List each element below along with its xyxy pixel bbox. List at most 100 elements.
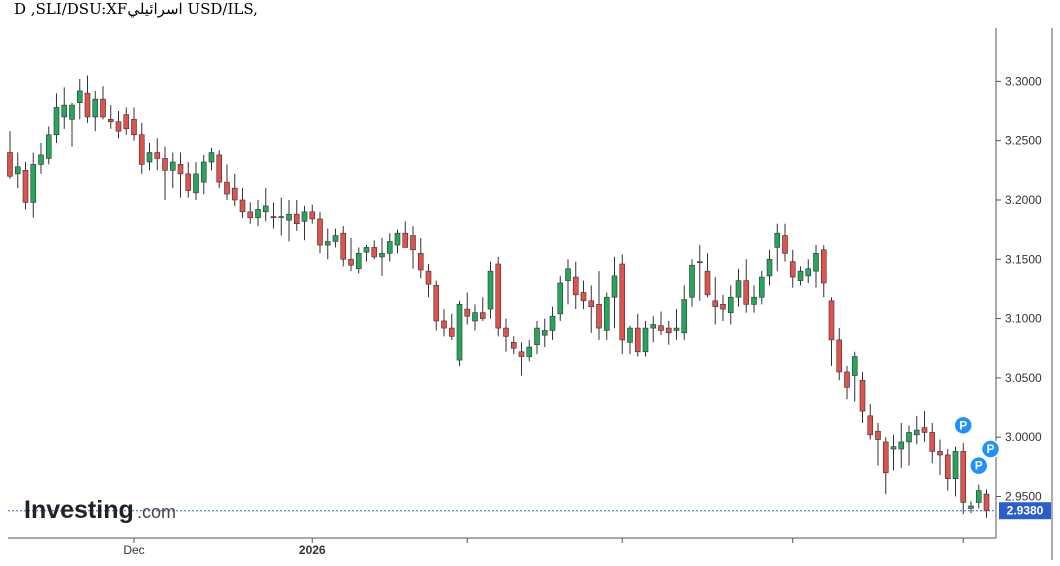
candle bbox=[247, 202, 254, 224]
candle-body-up bbox=[813, 253, 819, 272]
p-marker[interactable]: P bbox=[980, 439, 1001, 459]
candle-body-up bbox=[673, 327, 680, 331]
candle-body-down bbox=[859, 379, 866, 412]
candle-body-up bbox=[797, 270, 804, 281]
candle-body-down bbox=[425, 270, 432, 285]
candle-body-up bbox=[193, 173, 199, 194]
candle bbox=[84, 75, 91, 123]
y-tick-label: 2.9500 bbox=[1005, 489, 1042, 503]
candle bbox=[448, 313, 455, 340]
candle-body-up bbox=[200, 161, 207, 183]
candle-body-down bbox=[580, 292, 587, 302]
candle-body-up bbox=[30, 164, 37, 203]
candle bbox=[797, 266, 804, 286]
logo-domain: .com bbox=[137, 502, 176, 522]
candle-body-up bbox=[913, 429, 920, 436]
candle bbox=[169, 152, 176, 189]
candle-body-up bbox=[766, 258, 773, 277]
candle-body-up bbox=[255, 209, 261, 219]
candle-body-down bbox=[216, 154, 223, 183]
candle-body-up bbox=[890, 446, 897, 450]
candle-body-up bbox=[526, 346, 533, 357]
candle-body-down bbox=[107, 119, 114, 122]
candle-body-down bbox=[983, 493, 990, 512]
candle-body-down bbox=[518, 351, 525, 357]
candle bbox=[7, 131, 13, 179]
candle bbox=[735, 268, 742, 307]
p-markers: PPP bbox=[953, 415, 1001, 476]
candle bbox=[867, 403, 874, 440]
candle-body-up bbox=[262, 205, 269, 213]
candle bbox=[503, 318, 509, 352]
candle-body-up bbox=[727, 296, 734, 313]
candle bbox=[30, 152, 37, 218]
p-marker[interactable]: P bbox=[953, 415, 973, 436]
candle-body-down bbox=[588, 300, 595, 308]
candle-body-down bbox=[348, 258, 354, 266]
candle bbox=[433, 280, 440, 331]
candle-body-down bbox=[867, 415, 874, 436]
candle bbox=[270, 202, 277, 229]
candle-body-up bbox=[278, 216, 285, 218]
candle-body-down bbox=[417, 253, 424, 271]
candle bbox=[642, 320, 649, 357]
candle-body-down bbox=[479, 312, 486, 319]
candle-body-down bbox=[239, 199, 246, 213]
candle bbox=[38, 143, 44, 174]
candle-body-down bbox=[84, 92, 91, 118]
candle bbox=[456, 300, 463, 367]
candle bbox=[154, 138, 161, 171]
candle bbox=[820, 245, 827, 298]
candle bbox=[758, 271, 765, 305]
candle-body-down bbox=[836, 339, 843, 373]
logo-text: Investing bbox=[24, 496, 134, 524]
candle bbox=[386, 233, 393, 262]
candle-body-down bbox=[270, 216, 277, 219]
candle bbox=[658, 311, 664, 336]
candle-body-down bbox=[875, 430, 881, 440]
candle bbox=[952, 446, 959, 497]
candle-body-up bbox=[758, 276, 765, 298]
y-tick-label: 3.3000 bbox=[1005, 74, 1042, 88]
candle-body-up bbox=[324, 241, 331, 246]
candle bbox=[510, 336, 517, 355]
candle-body-down bbox=[960, 451, 967, 503]
candle bbox=[751, 285, 757, 313]
candle bbox=[665, 320, 672, 345]
candle bbox=[650, 316, 657, 343]
candle bbox=[286, 199, 292, 242]
candle-body-down bbox=[844, 371, 850, 388]
candle-body-up bbox=[487, 270, 494, 310]
candle bbox=[937, 439, 943, 476]
candle bbox=[107, 105, 114, 129]
candle bbox=[696, 245, 703, 301]
candle-body-down bbox=[247, 211, 254, 219]
candle-body-down bbox=[743, 280, 750, 305]
candle-body-down bbox=[572, 276, 579, 296]
p-marker[interactable]: P bbox=[969, 455, 989, 476]
candle-body-up bbox=[565, 268, 571, 281]
candle-body-up bbox=[774, 232, 781, 248]
candle bbox=[890, 434, 897, 471]
candle bbox=[363, 245, 370, 262]
candle-body-up bbox=[906, 432, 912, 443]
x-tick-label: Dec bbox=[123, 543, 144, 557]
last-price-tag: 2.9380 bbox=[999, 502, 1051, 520]
candle bbox=[619, 254, 626, 355]
candle-body-up bbox=[681, 299, 688, 334]
x-axis-ticks: Dec 2026 bbox=[123, 538, 964, 557]
candle bbox=[61, 87, 68, 129]
candle-body-down bbox=[224, 181, 230, 195]
candle bbox=[301, 205, 308, 241]
candle bbox=[851, 351, 858, 402]
candle bbox=[743, 259, 750, 313]
candle bbox=[332, 228, 339, 248]
candle bbox=[14, 152, 21, 189]
candle-body-down bbox=[510, 342, 517, 349]
candle-body-up bbox=[557, 282, 564, 315]
candle bbox=[278, 197, 285, 236]
candle-body-up bbox=[696, 261, 703, 263]
candle-body-down bbox=[410, 235, 416, 251]
candle bbox=[231, 173, 238, 206]
